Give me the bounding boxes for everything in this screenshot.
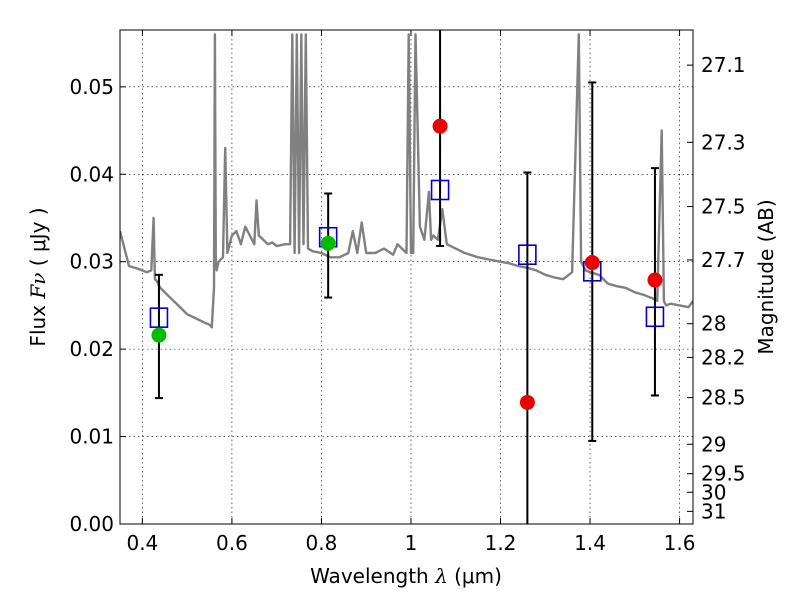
x-tick-label: 0.6 <box>216 531 248 555</box>
observed-flux-point <box>432 118 448 134</box>
y2-axis-title: Magnitude (AB) <box>754 199 778 354</box>
y-tick-label: 0.01 <box>69 425 114 449</box>
x-tick-label: 1 <box>405 531 418 555</box>
y2-tick-label: 31 <box>701 499 726 523</box>
spectrum-layer <box>120 33 693 329</box>
y2-tick-label: 29.5 <box>701 462 746 486</box>
y-tick-label: 0.04 <box>69 162 114 186</box>
y2-tick-label: 27.3 <box>701 130 746 154</box>
x-axis-title: Wavelength λ (μm) <box>310 564 502 588</box>
model-flux-box <box>149 307 169 328</box>
observed-flux-point <box>584 255 600 271</box>
x-tick-label: 1.4 <box>574 531 606 555</box>
y2-tick-label: 27.1 <box>701 53 746 77</box>
y2-tick-label: 30 <box>701 480 726 504</box>
y2-tick-label: 29 <box>701 432 726 456</box>
y2-tick-label: 28.5 <box>701 386 746 410</box>
y-tick-label: 0.02 <box>69 337 114 361</box>
markers-layer <box>149 30 665 524</box>
y-axis-title: Flux Fν ( μJy ) <box>26 207 50 346</box>
y-axis: 0.00 0.01 0.02 0.03 0.04 0.05 <box>69 75 126 536</box>
model-flux-box <box>518 244 537 266</box>
x-axis: 0.4 0.6 0.8 1 1.2 1.4 1.6 <box>126 30 695 555</box>
y2-tick-label: 27.7 <box>701 248 746 272</box>
y-tick-label: 0.00 <box>69 512 114 536</box>
x-tick-label: 1.6 <box>664 531 696 555</box>
detection-point <box>320 235 336 251</box>
plot-frame <box>119 29 694 525</box>
y2-tick-label: 28 <box>701 312 726 336</box>
x-tick-label: 1.2 <box>485 531 517 555</box>
x-tick-label: 0.8 <box>306 531 338 555</box>
grid <box>120 30 693 525</box>
model-flux-box <box>430 179 450 201</box>
y2-tick-label: 28.2 <box>701 345 746 369</box>
detection-point <box>151 327 167 343</box>
spectrum-line <box>120 33 693 329</box>
y-tick-label: 0.05 <box>69 75 114 99</box>
model-flux-box <box>645 306 665 328</box>
y2-tick-label: 27.5 <box>701 195 746 219</box>
observed-flux-point <box>647 272 663 288</box>
y-tick-label: 0.03 <box>69 250 114 274</box>
x-tick-label: 0.4 <box>126 531 158 555</box>
observed-flux-point <box>519 394 535 410</box>
